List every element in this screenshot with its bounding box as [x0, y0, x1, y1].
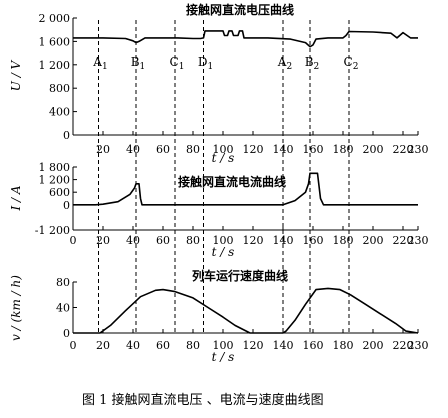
y-tick-label: 400: [49, 106, 70, 119]
y-axis-label: v / (km / h): [9, 275, 23, 341]
x-tick-label: 100: [213, 339, 234, 352]
y-tick-label: 800: [49, 82, 70, 95]
y-tick-label: 0: [63, 129, 70, 142]
chart-title: 接触网直流电流曲线: [178, 174, 286, 189]
x-tick-label: 180: [333, 143, 354, 156]
x-tick-label: 200: [363, 339, 384, 352]
marker-label: D1: [198, 55, 213, 72]
x-tick-label: 20: [96, 143, 110, 156]
x-tick-label: 230: [408, 339, 429, 352]
x-tick-label: 220: [393, 339, 414, 352]
x-tick-label: 80: [186, 339, 200, 352]
marker-label: A1: [92, 55, 107, 72]
chart-title: 列车运行速度曲线: [192, 268, 288, 283]
y-tick-label: 1 600: [39, 35, 71, 48]
marker-label: C2: [344, 55, 359, 72]
x-tick-label: 230: [408, 143, 429, 156]
x-tick-label: 120: [243, 143, 264, 156]
figure-caption: 图 1 接触网直流电压 、电流与速度曲线图: [82, 392, 324, 408]
x-tick-label: 40: [126, 143, 140, 156]
y-tick-label: 0: [63, 199, 70, 212]
x-tick-label: 40: [126, 339, 140, 352]
x-tick-label: 20: [96, 234, 110, 247]
x-tick-label: 230: [408, 234, 429, 247]
y-tick-label: 600: [49, 186, 70, 199]
x-tick-label: 180: [333, 234, 354, 247]
marker-label: B1: [131, 55, 146, 72]
x-tick-label: 100: [213, 234, 234, 247]
y-tick-label: 0: [63, 327, 70, 340]
x-tick-label: 120: [243, 339, 264, 352]
x-tick-label: 100: [213, 143, 234, 156]
marker-label: A2: [277, 55, 292, 72]
series-line: [73, 172, 418, 206]
x-tick-label: 180: [333, 339, 354, 352]
x-tick-label: 160: [303, 234, 324, 247]
x-tick-label: 160: [303, 339, 324, 352]
x-tick-label: 0: [70, 339, 77, 352]
y-tick-label: 80: [56, 276, 70, 289]
y-tick-label: 2 000: [39, 12, 71, 25]
event-markers: A1 B1 C1 D1 A2 B2 C2: [92, 20, 358, 333]
series-line: [73, 287, 419, 334]
marker-label: B2: [305, 55, 320, 72]
series-line: [73, 30, 418, 48]
x-tick-label: 60: [156, 234, 170, 247]
x-tick-label: 140: [273, 339, 294, 352]
x-tick-label: 220: [393, 234, 414, 247]
y-tick-label: 1 200: [39, 174, 71, 187]
y-tick-label: -1 200: [35, 224, 70, 237]
x-tick-label: 0: [70, 234, 77, 247]
x-tick-label: 60: [156, 339, 170, 352]
y-tick-label: 1 800: [39, 161, 71, 174]
x-tick-label: 80: [186, 234, 200, 247]
x-tick-label: 160: [303, 143, 324, 156]
y-tick-label: 40: [56, 302, 70, 315]
x-tick-label: 80: [186, 143, 200, 156]
y-tick-label: 1 200: [39, 59, 71, 72]
x-tick-label: 220: [393, 143, 414, 156]
marker-label: C1: [170, 55, 185, 72]
x-axis-label: t / s: [212, 350, 235, 364]
y-axis-label: U / V: [9, 59, 23, 91]
x-tick-label: 200: [363, 234, 384, 247]
x-tick-label: 120: [243, 234, 264, 247]
chart-title: 接触网直流电压曲线: [186, 2, 294, 17]
x-tick-label: 200: [363, 143, 384, 156]
x-tick-label: 20: [96, 339, 110, 352]
x-axis-label: t / s: [212, 245, 235, 259]
x-tick-label: 60: [156, 143, 170, 156]
x-tick-label: 40: [126, 234, 140, 247]
x-axis-label: t / s: [212, 151, 235, 165]
y-axis-label: I / A: [9, 185, 23, 211]
